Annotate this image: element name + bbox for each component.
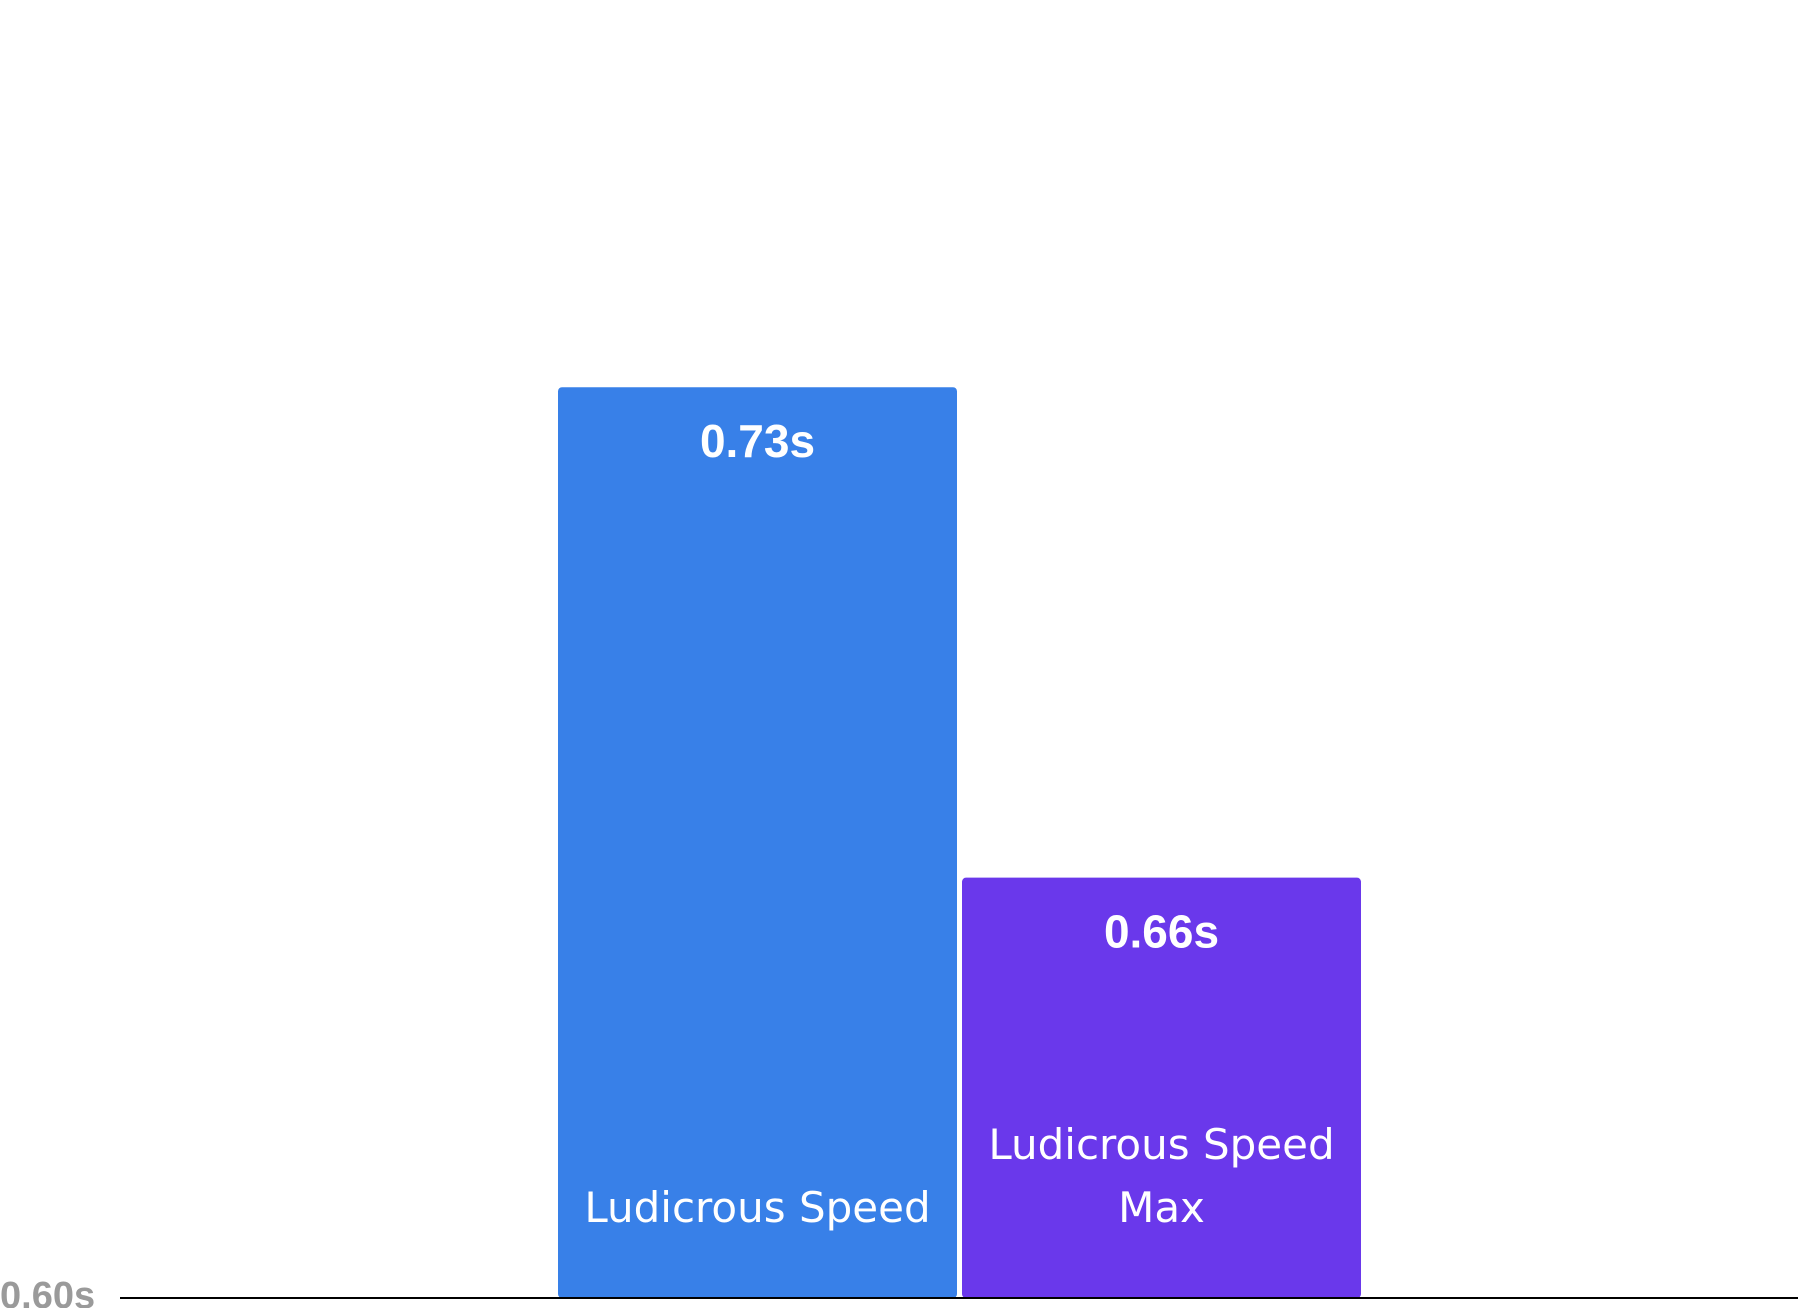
- bar-category-label: Max: [1118, 1183, 1205, 1232]
- bar-1: [558, 387, 957, 1298]
- y-tick-label: 0.60s: [0, 1275, 95, 1308]
- bar-category-label: Ludicrous Speed: [988, 1120, 1334, 1169]
- bar-category-label: Ludicrous Speed: [584, 1183, 930, 1232]
- bars: 0.73s Ludicrous Speed 0.66s Ludicrous Speed…: [558, 387, 1361, 1298]
- bar-value-label: 0.73s: [700, 415, 815, 467]
- y-axis-ticks: 0.60s: [0, 1275, 95, 1308]
- bar-value-label: 0.66s: [1104, 906, 1219, 958]
- bar-2: [962, 877, 1361, 1298]
